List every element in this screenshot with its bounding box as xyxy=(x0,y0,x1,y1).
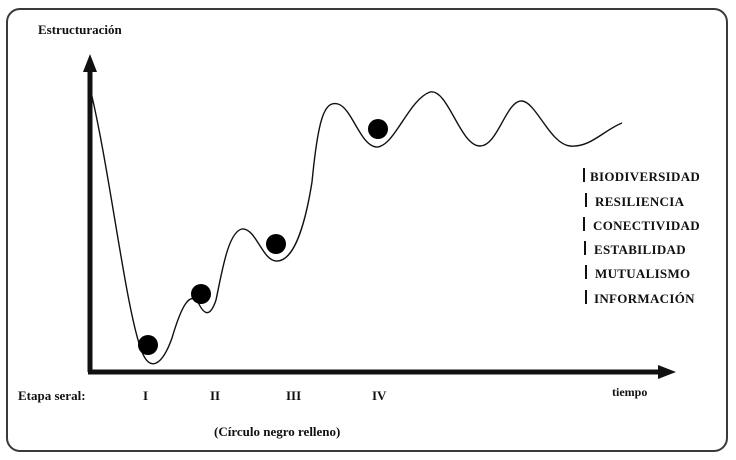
property-resiliencia: RESILIENCIA xyxy=(595,194,685,209)
stage-marker-iii xyxy=(266,234,286,254)
marker-note: (Círculo negro relleno) xyxy=(214,424,340,439)
stage-label-ii: II xyxy=(210,388,220,403)
stage-prefix: Etapa seral: xyxy=(18,388,86,403)
stage-marker-ii xyxy=(191,284,211,304)
property-informacion: INFORMACIÓN xyxy=(594,291,695,306)
property-biodiversidad: BIODIVERSIDAD xyxy=(590,169,700,184)
property-mutualismo: MUTUALISMO xyxy=(595,266,690,281)
property-list: BIODIVERSIDAD RESILIENCIA CONECTIVIDAD E… xyxy=(583,168,700,306)
x-axis-label: tiempo xyxy=(612,385,647,399)
stage-marker-iv xyxy=(368,119,388,139)
y-axis-label: Estructuración xyxy=(38,22,123,37)
stage-label-iii: III xyxy=(286,388,301,403)
stage-marker-i xyxy=(138,335,158,355)
stage-label-iv: IV xyxy=(372,388,387,403)
structuring-curve xyxy=(89,87,623,365)
diagram-frame xyxy=(6,8,728,452)
property-estabilidad: ESTABILIDAD xyxy=(594,242,686,257)
property-conectividad: CONECTIVIDAD xyxy=(593,218,700,233)
y-axis-arrowhead xyxy=(83,54,97,72)
stage-markers xyxy=(138,119,388,355)
axes xyxy=(83,54,676,379)
stage-label-i: I xyxy=(143,388,148,403)
x-axis-arrowhead xyxy=(658,365,676,379)
